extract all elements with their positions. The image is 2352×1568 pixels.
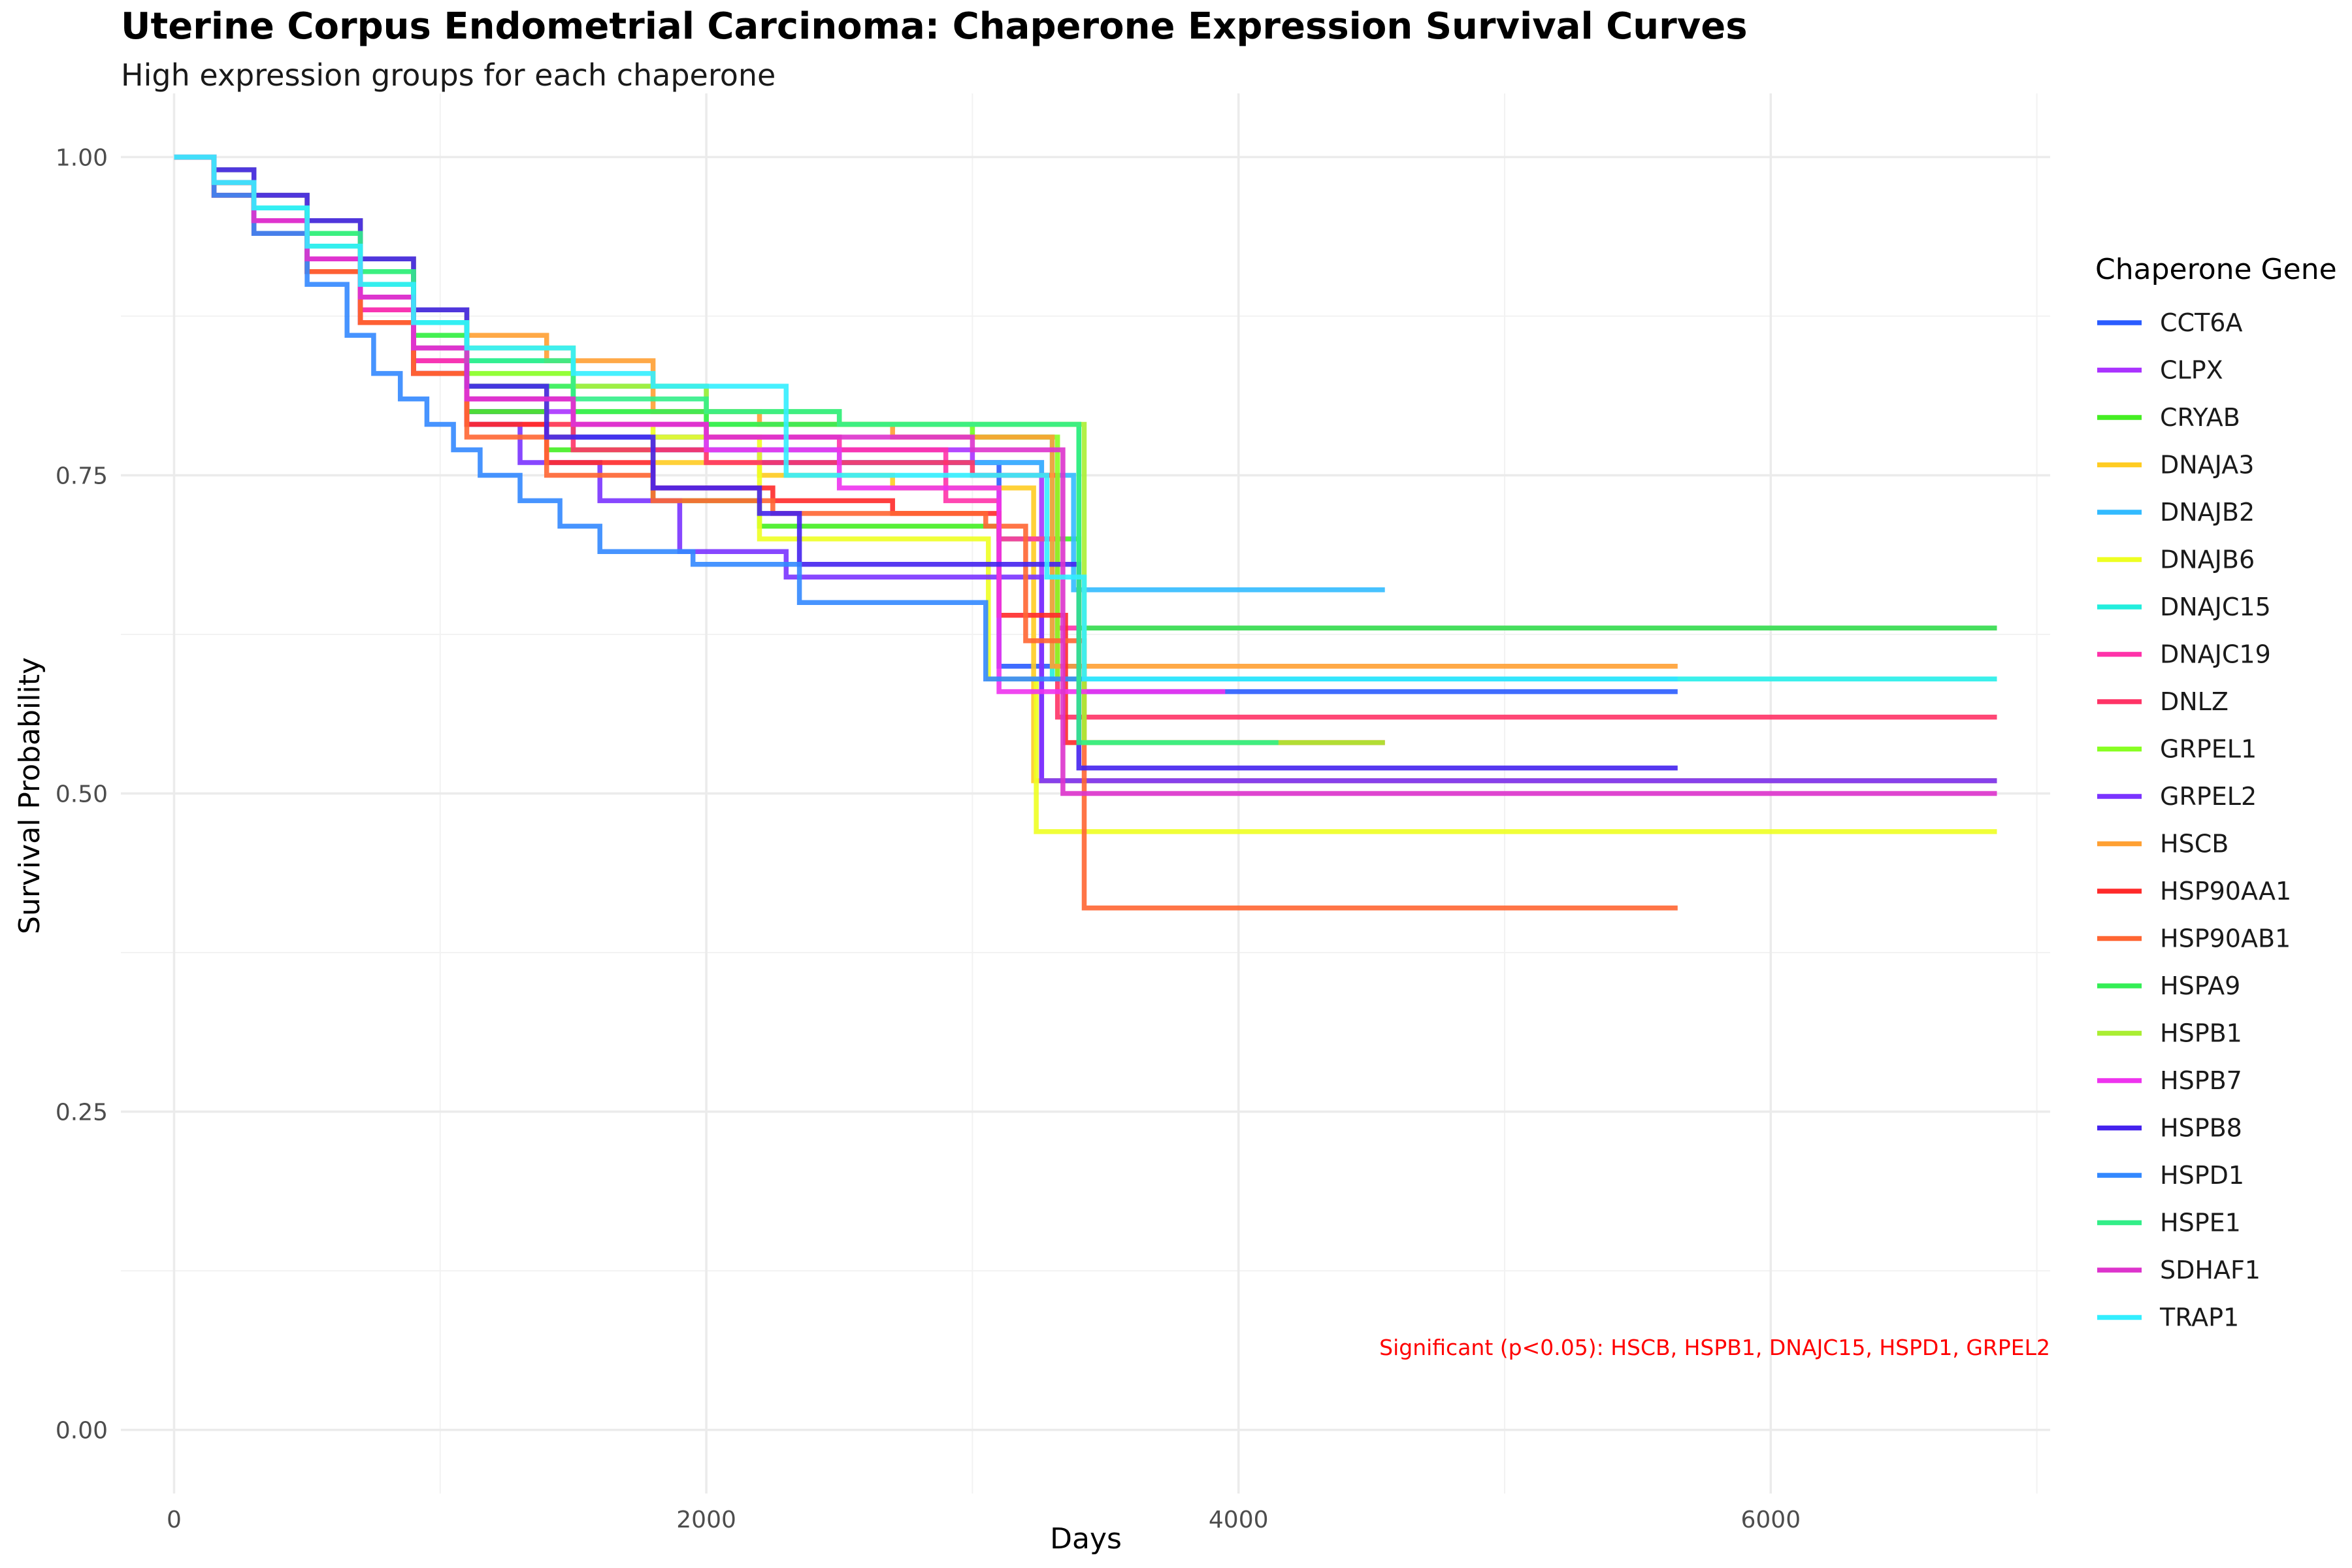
legend-label: DNAJC15 <box>2160 593 2271 621</box>
legend-item-grpel2: GRPEL2 <box>2097 782 2257 811</box>
legend-label: HSPB8 <box>2160 1114 2242 1143</box>
legend-item-cct6a: CCT6A <box>2097 308 2242 337</box>
legend-label: TRAP1 <box>2159 1303 2239 1332</box>
legend-item-dnajb6: DNAJB6 <box>2097 546 2255 574</box>
legend-item-hspa9: HSPA9 <box>2097 972 2240 1000</box>
series-line-hspd1 <box>174 154 1678 681</box>
legend-item-hsp90ab1: HSP90AB1 <box>2097 924 2291 953</box>
legend-item-clpx: CLPX <box>2097 356 2223 385</box>
series-line-hscb <box>174 154 1678 669</box>
legend-label: HSCB <box>2160 830 2229 858</box>
legend-label: HSP90AB1 <box>2160 924 2291 953</box>
legend-item-hscb: HSCB <box>2097 830 2229 858</box>
legend-item-dnaja3: DNAJA3 <box>2097 451 2254 480</box>
legend-label: HSP90AA1 <box>2160 877 2291 906</box>
legend-label: GRPEL1 <box>2160 735 2257 764</box>
legend-label: HSPA9 <box>2160 972 2240 1000</box>
legend-item-dnajc19: DNAJC19 <box>2097 640 2271 669</box>
series-line-hspb8 <box>174 154 1678 771</box>
legend-label: CLPX <box>2160 356 2223 385</box>
x-tick-label: 6000 <box>1741 1507 1801 1533</box>
significance-annotation: Significant (p<0.05): HSCB, HSPB1, DNAJC… <box>1379 1335 2050 1360</box>
legend-label: DNAJC19 <box>2160 640 2271 669</box>
legend-label: SDHAF1 <box>2160 1256 2261 1284</box>
legend-item-dnajc15: DNAJC15 <box>2097 593 2271 621</box>
x-tick-label: 2000 <box>676 1507 736 1533</box>
legend-item-trap1: TRAP1 <box>2097 1303 2239 1332</box>
legend-item-hspe1: HSPE1 <box>2097 1209 2241 1237</box>
legend-label: DNLZ <box>2160 687 2229 716</box>
series-line-trap1 <box>174 154 1997 681</box>
legend-item-dnajb2: DNAJB2 <box>2097 498 2255 527</box>
legend-item-hspb8: HSPB8 <box>2097 1114 2242 1143</box>
series-layer <box>174 154 1997 911</box>
legend-label: HSPE1 <box>2160 1209 2241 1237</box>
legend-item-dnlz: DNLZ <box>2097 687 2229 716</box>
chart-title: Uterine Corpus Endometrial Carcinoma: Ch… <box>121 5 1748 48</box>
legend-item-hspb1: HSPB1 <box>2097 1019 2242 1048</box>
legend-label: HSPB1 <box>2160 1019 2242 1048</box>
y-tick-label: 0.50 <box>56 781 108 808</box>
legend-label: HSPB7 <box>2160 1066 2242 1095</box>
y-tick-label: 0.00 <box>56 1418 108 1445</box>
y-tick-label: 0.25 <box>56 1100 108 1126</box>
legend-item-cryab: CRYAB <box>2097 403 2240 432</box>
legend-label: DNAJB2 <box>2160 498 2255 527</box>
y-tick-label: 0.75 <box>56 463 108 489</box>
legend-label: GRPEL2 <box>2160 782 2257 811</box>
legend-item-hsp90aa1: HSP90AA1 <box>2097 877 2291 906</box>
legend-label: DNAJB6 <box>2160 546 2255 574</box>
legend-items: CCT6A CLPX CRYAB DNAJA3 DNAJB2 DNAJB6 DNAJC15 D… <box>2097 308 2291 1332</box>
legend-item-hspd1: HSPD1 <box>2097 1161 2244 1190</box>
x-tick-label: 4000 <box>1209 1507 1269 1533</box>
legend-item-grpel1: GRPEL1 <box>2097 735 2257 764</box>
legend-label: CCT6A <box>2160 308 2242 337</box>
legend-label: DNAJA3 <box>2160 451 2254 480</box>
chart-subtitle: High expression groups for each chaperon… <box>121 57 776 93</box>
legend-label: CRYAB <box>2160 403 2240 432</box>
tick-layer: 0 2000 4000 6000 0.00 0.25 0.50 0.75 1.00 <box>56 144 1801 1533</box>
legend: Chaperone Gene CCT6A CLPX CRYAB DNAJA3 DNAJB… <box>2095 253 2337 1332</box>
x-axis-title: Days <box>1050 1522 1122 1556</box>
legend-item-hspb7: HSPB7 <box>2097 1066 2242 1095</box>
x-tick-label: 0 <box>167 1507 182 1533</box>
legend-title: Chaperone Gene <box>2095 253 2337 286</box>
legend-label: HSPD1 <box>2160 1161 2244 1190</box>
y-tick-label: 1.00 <box>56 144 108 171</box>
legend-item-sdhaf1: SDHAF1 <box>2097 1256 2261 1284</box>
y-axis-title: Survival Probability <box>13 657 46 934</box>
